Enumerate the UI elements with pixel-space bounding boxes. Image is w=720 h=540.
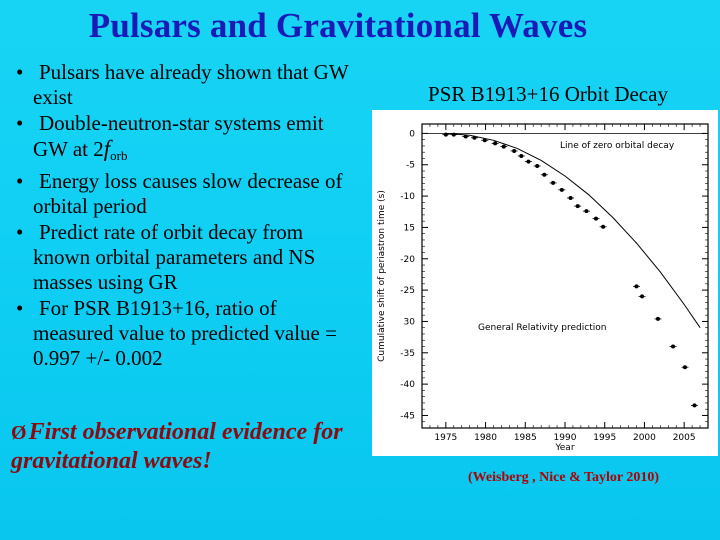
y-tick-label: -40 — [400, 380, 415, 390]
x-tick-label: 2005 — [673, 433, 696, 443]
y-tick-label: 15 — [404, 223, 415, 233]
bullet-marker: • — [16, 169, 24, 193]
bullet-marker: • — [16, 296, 24, 320]
bullet-text: Energy loss causes slow decrease of orbi… — [33, 169, 343, 218]
conclusion-callout: ØFirst observational evidence for gravit… — [11, 418, 371, 475]
y-tick-label: -45 — [400, 411, 415, 421]
bullet-text: Predict rate of orbit decay from known o… — [33, 220, 316, 294]
annotation-gr-prediction: General Relativity prediction — [478, 323, 606, 333]
arrow-bullet-icon: Ø — [11, 422, 27, 444]
bullet-item: • Predict rate of orbit decay from known… — [16, 220, 361, 295]
x-tick-label: 1985 — [514, 433, 537, 443]
x-tick-label: 1995 — [593, 433, 616, 443]
annotation-zero-decay: Line of zero orbital decay — [560, 141, 675, 151]
y-tick-label: 0 — [409, 129, 415, 139]
bullet-marker: • — [16, 60, 24, 84]
y-tick-label: -20 — [400, 255, 415, 265]
chart-background — [372, 110, 718, 456]
y-tick-label: -5 — [406, 161, 415, 171]
bullet-marker: • — [16, 220, 24, 244]
y-tick-label: -10 — [400, 192, 415, 202]
bullet-text: For PSR B1913+16, ratio of measured valu… — [33, 296, 337, 370]
y-tick-label: -35 — [400, 349, 415, 359]
bullet-text: Double-neutron-star systems emit GW at 2 — [33, 111, 324, 161]
bullet-list: • Pulsars have already shown that GW exi… — [16, 60, 361, 372]
y-axis-label: Cumulative shift of periastron time (s) — [377, 190, 387, 362]
x-tick-label: 1980 — [474, 433, 497, 443]
bullet-item: • Pulsars have already shown that GW exi… — [16, 60, 361, 110]
x-axis-label: Year — [554, 443, 574, 453]
y-tick-label: -25 — [400, 286, 415, 296]
x-tick-label: 1975 — [434, 433, 457, 443]
frequency-subscript: orb — [110, 148, 128, 163]
bullet-text: Pulsars have already shown that GW exist — [33, 60, 349, 109]
frequency-symbol: f — [103, 136, 111, 161]
gr-prediction-curve — [445, 132, 701, 328]
x-tick-label: 1990 — [554, 433, 577, 443]
bullet-item: • For PSR B1913+16, ratio of measured va… — [16, 296, 361, 371]
bullet-item: • Double-neutron-star systems emit GW at… — [16, 111, 361, 168]
bullet-item: • Energy loss causes slow decrease of or… — [16, 169, 361, 219]
orbit-decay-chart: 1975 1980 1985 1990 1995 2000 2005 0 -5 -10 15 -20 -… — [372, 110, 718, 456]
conclusion-text: First observational evidence for gravita… — [11, 419, 343, 474]
chart-svg: 1975 1980 1985 1990 1995 2000 2005 0 -5 -10 15 -20 -… — [372, 110, 718, 456]
citation: (Weisberg , Nice & Taylor 2010) — [468, 470, 660, 485]
bullet-marker: • — [16, 111, 24, 135]
slide-title: Pulsars and Gravitational Waves — [88, 6, 588, 45]
x-tick-label: 2000 — [633, 433, 656, 443]
y-tick-label: 30 — [404, 317, 416, 327]
plot-title: PSR B1913+16 Orbit Decay — [428, 82, 668, 106]
